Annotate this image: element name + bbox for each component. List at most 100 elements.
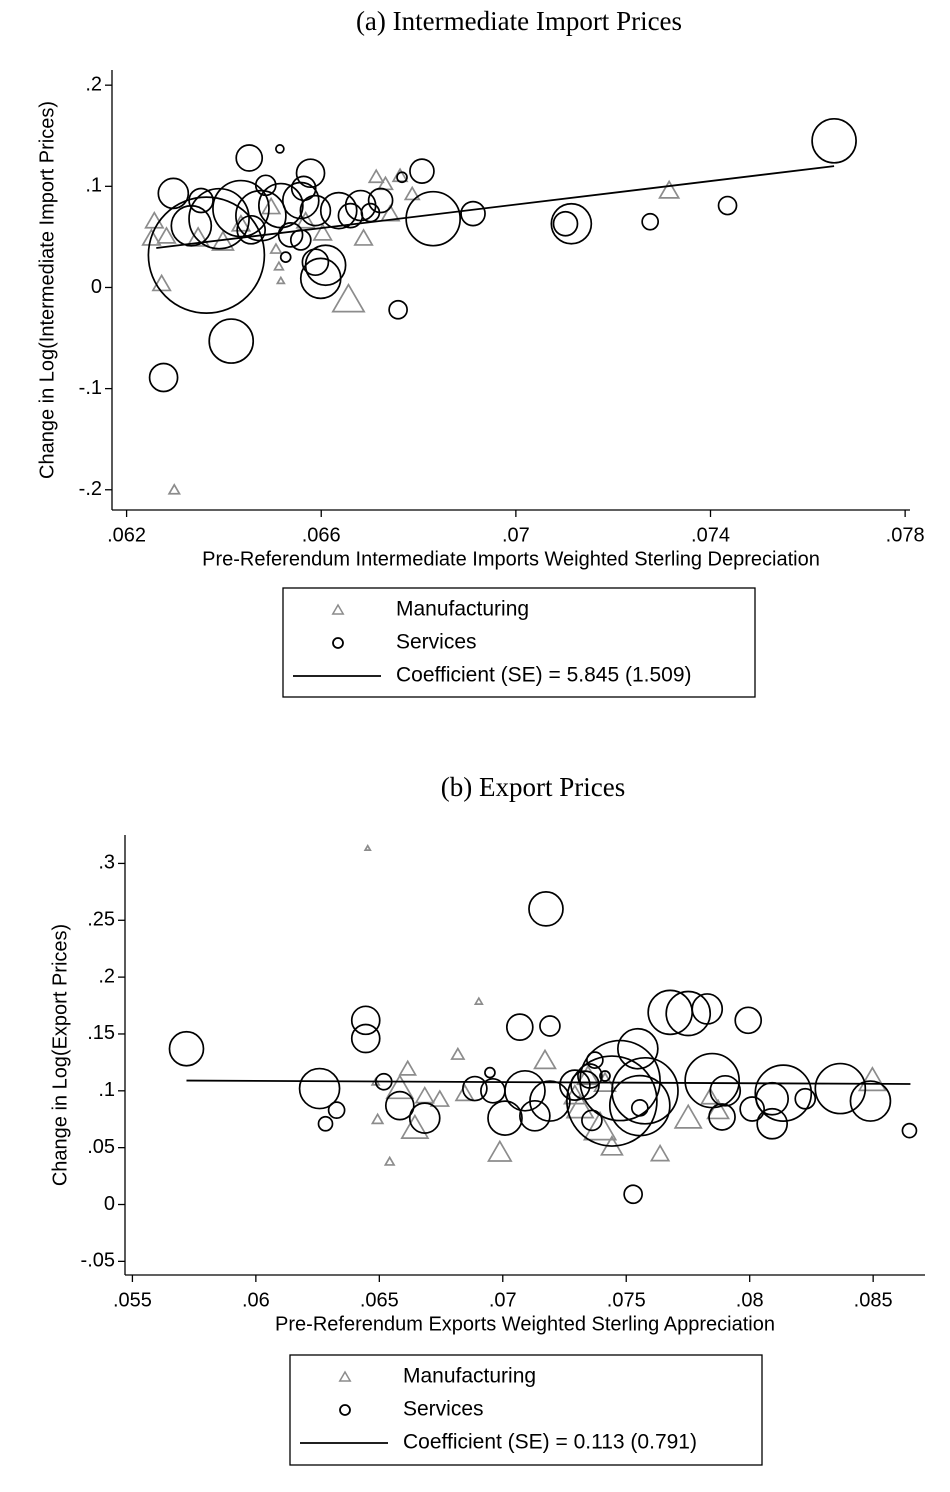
circle-point bbox=[794, 1087, 817, 1110]
x-axis-label: Pre-Referendum Exports Weighted Sterling… bbox=[275, 1313, 775, 1335]
x-axis-label: Pre-Referendum Intermediate Imports Weig… bbox=[202, 548, 820, 570]
triangle-point bbox=[565, 1093, 595, 1119]
circle-point bbox=[754, 1064, 813, 1122]
circle-point bbox=[811, 117, 857, 164]
circle-point bbox=[552, 210, 579, 237]
circle-point bbox=[665, 990, 712, 1037]
triangle-point bbox=[700, 1087, 721, 1105]
circle-point bbox=[299, 194, 332, 227]
triangle-point bbox=[141, 228, 162, 246]
legend-symbol bbox=[331, 603, 345, 615]
y-tick-label: .2 bbox=[98, 965, 115, 987]
circle-point bbox=[388, 299, 408, 320]
triangle-point bbox=[414, 1085, 435, 1104]
circle-point bbox=[257, 182, 304, 229]
circle-point bbox=[188, 187, 250, 250]
circle-point bbox=[319, 191, 358, 230]
circle-point bbox=[157, 177, 190, 210]
triangle-point bbox=[649, 1143, 671, 1162]
circle-point bbox=[505, 1013, 534, 1041]
circle-point bbox=[408, 1102, 441, 1134]
circle-point bbox=[487, 1100, 523, 1136]
circle-point bbox=[147, 196, 266, 314]
circle-point bbox=[586, 1051, 604, 1069]
fit-line bbox=[156, 165, 835, 249]
triangle-point bbox=[391, 167, 409, 183]
circle-point bbox=[281, 181, 320, 220]
y-tick-label: 0 bbox=[104, 1193, 115, 1215]
x-tick-label: .065 bbox=[360, 1289, 399, 1311]
circle-point bbox=[849, 1080, 892, 1122]
triangle-point bbox=[331, 282, 366, 313]
circle-point bbox=[608, 1074, 671, 1137]
legend-symbol bbox=[338, 1370, 352, 1382]
triangle-point bbox=[400, 1113, 430, 1139]
triangle-point bbox=[533, 1048, 557, 1070]
circle-point bbox=[504, 1069, 546, 1112]
y-axis-label: Change in Log(Intermediate Import Prices… bbox=[36, 101, 58, 479]
triangle-point bbox=[706, 1098, 731, 1120]
y-tick-label: .05 bbox=[87, 1136, 115, 1158]
circle-point bbox=[623, 1184, 643, 1205]
y-tick-label: .1 bbox=[98, 1079, 115, 1101]
triangle-point bbox=[312, 223, 333, 241]
circle-point bbox=[460, 200, 486, 227]
x-tick-label: .08 bbox=[736, 1289, 764, 1311]
triangle-point bbox=[273, 260, 285, 271]
circle-point bbox=[236, 214, 267, 245]
circle-point bbox=[384, 1090, 415, 1121]
triangle-point bbox=[186, 226, 211, 247]
circle-point bbox=[235, 144, 264, 172]
circle-point bbox=[295, 158, 326, 189]
fit-line bbox=[186, 1079, 911, 1085]
circle-point bbox=[188, 187, 214, 214]
circle-point bbox=[550, 202, 593, 245]
circle-point bbox=[577, 1063, 603, 1089]
legend-label: Manufacturing bbox=[396, 598, 529, 621]
triangle-point bbox=[673, 1103, 703, 1129]
triangle-point bbox=[295, 211, 316, 229]
y-tick-label: .2 bbox=[85, 73, 102, 95]
circle-point bbox=[350, 1005, 381, 1036]
circle-point bbox=[709, 1074, 742, 1107]
triangle-point bbox=[367, 168, 385, 184]
circle-point bbox=[304, 244, 347, 287]
circle-point bbox=[275, 144, 285, 154]
circle-point bbox=[254, 174, 277, 197]
circle-point bbox=[581, 1109, 603, 1132]
triangle-point bbox=[658, 179, 681, 199]
x-tick-label: .062 bbox=[107, 524, 146, 546]
triangle-point bbox=[450, 1046, 466, 1060]
triangle-point bbox=[363, 843, 372, 851]
x-tick-label: .078 bbox=[886, 524, 925, 546]
legend-box bbox=[289, 1354, 763, 1466]
triangle-point bbox=[473, 996, 484, 1005]
x-tick-label: .085 bbox=[854, 1289, 893, 1311]
circle-point bbox=[529, 1080, 571, 1122]
x-tick-label: .06 bbox=[242, 1289, 270, 1311]
circle-point bbox=[739, 1096, 766, 1122]
circle-point bbox=[148, 362, 179, 393]
x-tick-label: .075 bbox=[607, 1289, 646, 1311]
y-axis-label: Change in Log(Export Prices) bbox=[49, 924, 71, 1186]
circle-point bbox=[559, 1069, 591, 1101]
circle-point bbox=[611, 1056, 679, 1125]
x-tick-label: .066 bbox=[302, 524, 341, 546]
circle-point bbox=[756, 1107, 789, 1140]
circle-point bbox=[647, 989, 694, 1036]
legend-symbol bbox=[332, 637, 344, 649]
triangle-point bbox=[269, 242, 283, 254]
circle-point bbox=[630, 1099, 649, 1117]
triangle-point bbox=[857, 1066, 887, 1092]
circle-point bbox=[409, 158, 435, 184]
panel: (b) Export Prices -.05 0 .05 .1 .15 .2 .25 .3 .05… bbox=[49, 772, 925, 1466]
circle-point bbox=[327, 1101, 346, 1119]
circle-point bbox=[350, 1023, 381, 1054]
triangle-point bbox=[260, 196, 282, 215]
triangle-point bbox=[403, 185, 421, 201]
triangle-point bbox=[167, 483, 181, 495]
x-tick-label: .07 bbox=[489, 1289, 517, 1311]
circle-point bbox=[212, 179, 270, 238]
circle-point bbox=[344, 189, 377, 222]
circle-point bbox=[528, 891, 564, 927]
